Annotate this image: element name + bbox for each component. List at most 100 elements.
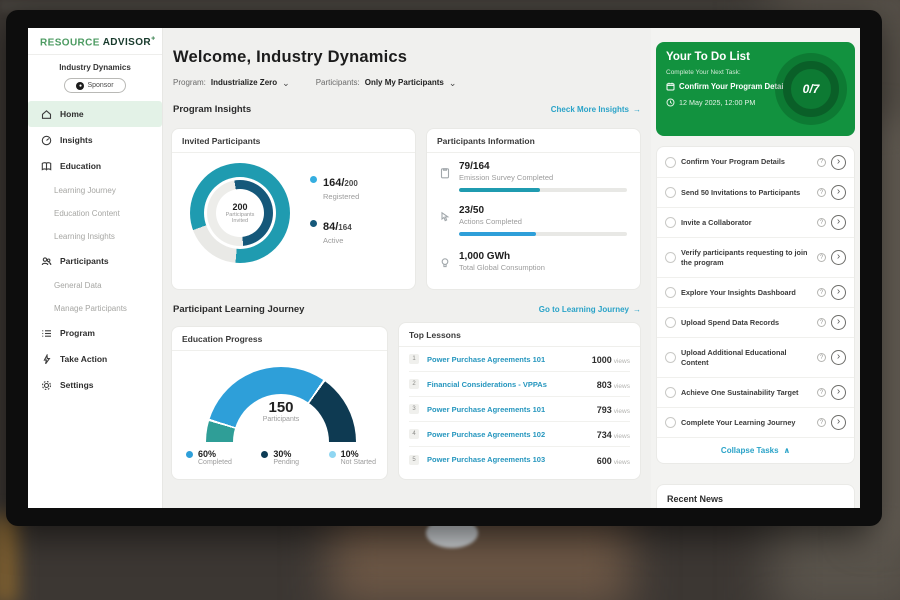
sidebar-item-settings[interactable]: Settings xyxy=(28,372,162,398)
sidebar-item-education[interactable]: Education xyxy=(28,153,162,179)
task-row[interactable]: Verify participants requesting to join t… xyxy=(657,237,854,277)
task-checkbox[interactable] xyxy=(665,387,676,398)
lesson-link[interactable]: Power Purchase Agreements 101 xyxy=(427,404,546,414)
legend-item-active: 84/164 Active xyxy=(310,217,359,245)
invited-donut-chart: 200 Participants Invited xyxy=(190,163,290,263)
sponsor-label: Sponsor xyxy=(87,82,114,90)
recent-news-title: Recent News xyxy=(667,494,724,504)
donut-center-value: 200 xyxy=(232,202,248,212)
chevron-right-button[interactable]: › xyxy=(831,185,846,200)
task-row[interactable]: Confirm Your Program Details ? › xyxy=(657,147,854,177)
help-icon[interactable]: ? xyxy=(817,288,826,297)
sidebar-item-label: Learning Insights xyxy=(54,232,115,242)
stat-value: 79/164 xyxy=(459,161,490,172)
chevron-right-button[interactable]: › xyxy=(831,315,846,330)
sponsor-icon: ● xyxy=(76,81,85,90)
lesson-link[interactable]: Power Purchase Agreements 103 xyxy=(427,455,546,464)
sidebar-menu: Home Insights Education Learning Journey… xyxy=(28,101,162,398)
lesson-link[interactable]: Power Purchase Agreements 102 xyxy=(427,429,546,439)
chevron-right-button[interactable]: › xyxy=(831,415,846,430)
task-checkbox[interactable] xyxy=(665,217,676,228)
go-to-learning-journey-link[interactable]: Go to Learning Journey → xyxy=(538,305,641,314)
help-icon[interactable]: ? xyxy=(817,253,826,262)
task-checkbox[interactable] xyxy=(665,317,676,328)
help-icon[interactable]: ? xyxy=(817,157,826,167)
chevron-right-button[interactable]: › xyxy=(831,285,846,300)
legend-label: Active xyxy=(323,236,344,245)
rank-badge: 5 xyxy=(409,454,419,465)
chevron-right-button[interactable]: › xyxy=(831,350,846,365)
views-count: 793 xyxy=(596,405,612,415)
logo-plus: + xyxy=(151,36,156,43)
help-icon[interactable]: ? xyxy=(817,418,826,427)
sidebar-item-home[interactable]: Home xyxy=(28,101,162,128)
task-list: Confirm Your Program Details ? › Send 50… xyxy=(656,146,855,464)
card-title: Invited Participants xyxy=(172,129,415,153)
collapse-tasks-link[interactable]: Collapse Tasks ∧ xyxy=(657,437,854,463)
task-checkbox[interactable] xyxy=(665,352,676,363)
task-checkbox[interactable] xyxy=(665,417,676,428)
task-checkbox[interactable] xyxy=(665,187,676,198)
task-row[interactable]: Achieve One Sustainability Target ? › xyxy=(657,377,854,407)
task-checkbox[interactable] xyxy=(665,252,676,263)
program-insights-title: Program Insights xyxy=(173,104,252,115)
task-label: Complete Your Learning Journey xyxy=(681,417,796,427)
stat-label: Actions Completed xyxy=(459,217,522,226)
settings-icon xyxy=(41,380,52,390)
task-row[interactable]: Send 50 Invitations to Participants ? › xyxy=(657,177,854,207)
chevron-right-button[interactable]: › xyxy=(831,154,846,170)
sidebar-item-education-content[interactable]: Education Content xyxy=(28,202,162,225)
help-icon[interactable]: ? xyxy=(817,388,826,397)
invited-participants-card: Invited Participants 200 Participants In… xyxy=(171,128,416,290)
task-label: Upload Spend Data Records xyxy=(681,317,780,327)
insights-icon xyxy=(41,135,52,146)
sidebar-item-label: Learning Journey xyxy=(54,186,116,196)
card-title: Top Lessons xyxy=(399,323,640,347)
progress-track xyxy=(459,188,627,192)
sidebar-item-label: Settings xyxy=(60,380,94,391)
lesson-link[interactable]: Power Purchase Agreements 101 xyxy=(427,354,546,364)
sidebar-item-learning-journey[interactable]: Learning Journey xyxy=(28,179,162,202)
logo: RESOURCE ADVISOR+ xyxy=(28,28,162,56)
sidebar-item-learning-insights[interactable]: Learning Insights xyxy=(28,225,162,248)
donut-center-label: Participants Invited xyxy=(225,212,255,224)
education-progress-card: Education Progress 150 Participants 60% C… xyxy=(171,326,388,480)
education-icon xyxy=(41,161,52,171)
arrow-right-icon: → xyxy=(633,105,641,114)
sidebar-item-insights[interactable]: Insights xyxy=(28,127,162,153)
logo-advisor: ADVISOR+ xyxy=(102,36,156,49)
legend-value: 84/ xyxy=(323,221,339,233)
task-row[interactable]: Invite a Collaborator ? › xyxy=(657,207,854,237)
sidebar-item-participants[interactable]: Participants xyxy=(28,248,162,274)
lesson-link[interactable]: Financial Considerations - VPPAs xyxy=(427,379,547,389)
task-checkbox[interactable] xyxy=(665,287,676,298)
task-checkbox[interactable] xyxy=(665,156,676,168)
sidebar-item-manage-participants[interactable]: Manage Participants xyxy=(28,297,162,320)
sidebar-item-program[interactable]: Program xyxy=(28,320,162,346)
help-icon[interactable]: ? xyxy=(817,353,826,362)
chevron-right-button[interactable]: › xyxy=(831,385,846,400)
stat-value: 23/50 xyxy=(459,205,485,216)
task-row[interactable]: Upload Spend Data Records ? › xyxy=(657,307,854,337)
program-filter[interactable]: Program: Industrialize Zero ⌄ xyxy=(173,78,290,87)
home-icon xyxy=(41,109,52,119)
survey-icon xyxy=(440,168,450,179)
sidebar-item-general-data[interactable]: General Data xyxy=(28,274,162,297)
task-row[interactable]: Upload Additional Educational Content ? … xyxy=(657,337,854,377)
task-row[interactable]: Explore Your Insights Dashboard ? › xyxy=(657,277,854,307)
participants-filter-value: Only My Participants xyxy=(364,78,444,87)
views-count: 803 xyxy=(596,380,612,390)
chevron-right-button[interactable]: › xyxy=(831,215,846,230)
sponsor-badge[interactable]: ● Sponsor xyxy=(64,78,126,94)
sidebar-item-label: Education xyxy=(60,161,102,172)
participants-filter[interactable]: Participants: Only My Participants ⌄ xyxy=(316,78,457,87)
check-more-insights-link[interactable]: Check More Insights → xyxy=(550,105,641,114)
program-filter-label: Program: xyxy=(173,78,206,87)
help-icon[interactable]: ? xyxy=(817,218,826,227)
legend-label: Registered xyxy=(323,192,360,201)
help-icon[interactable]: ? xyxy=(817,188,826,197)
sidebar-item-take-action[interactable]: Take Action xyxy=(28,346,162,372)
task-row[interactable]: Complete Your Learning Journey ? › xyxy=(657,407,854,437)
chevron-right-button[interactable]: › xyxy=(831,250,846,265)
help-icon[interactable]: ? xyxy=(817,318,826,327)
